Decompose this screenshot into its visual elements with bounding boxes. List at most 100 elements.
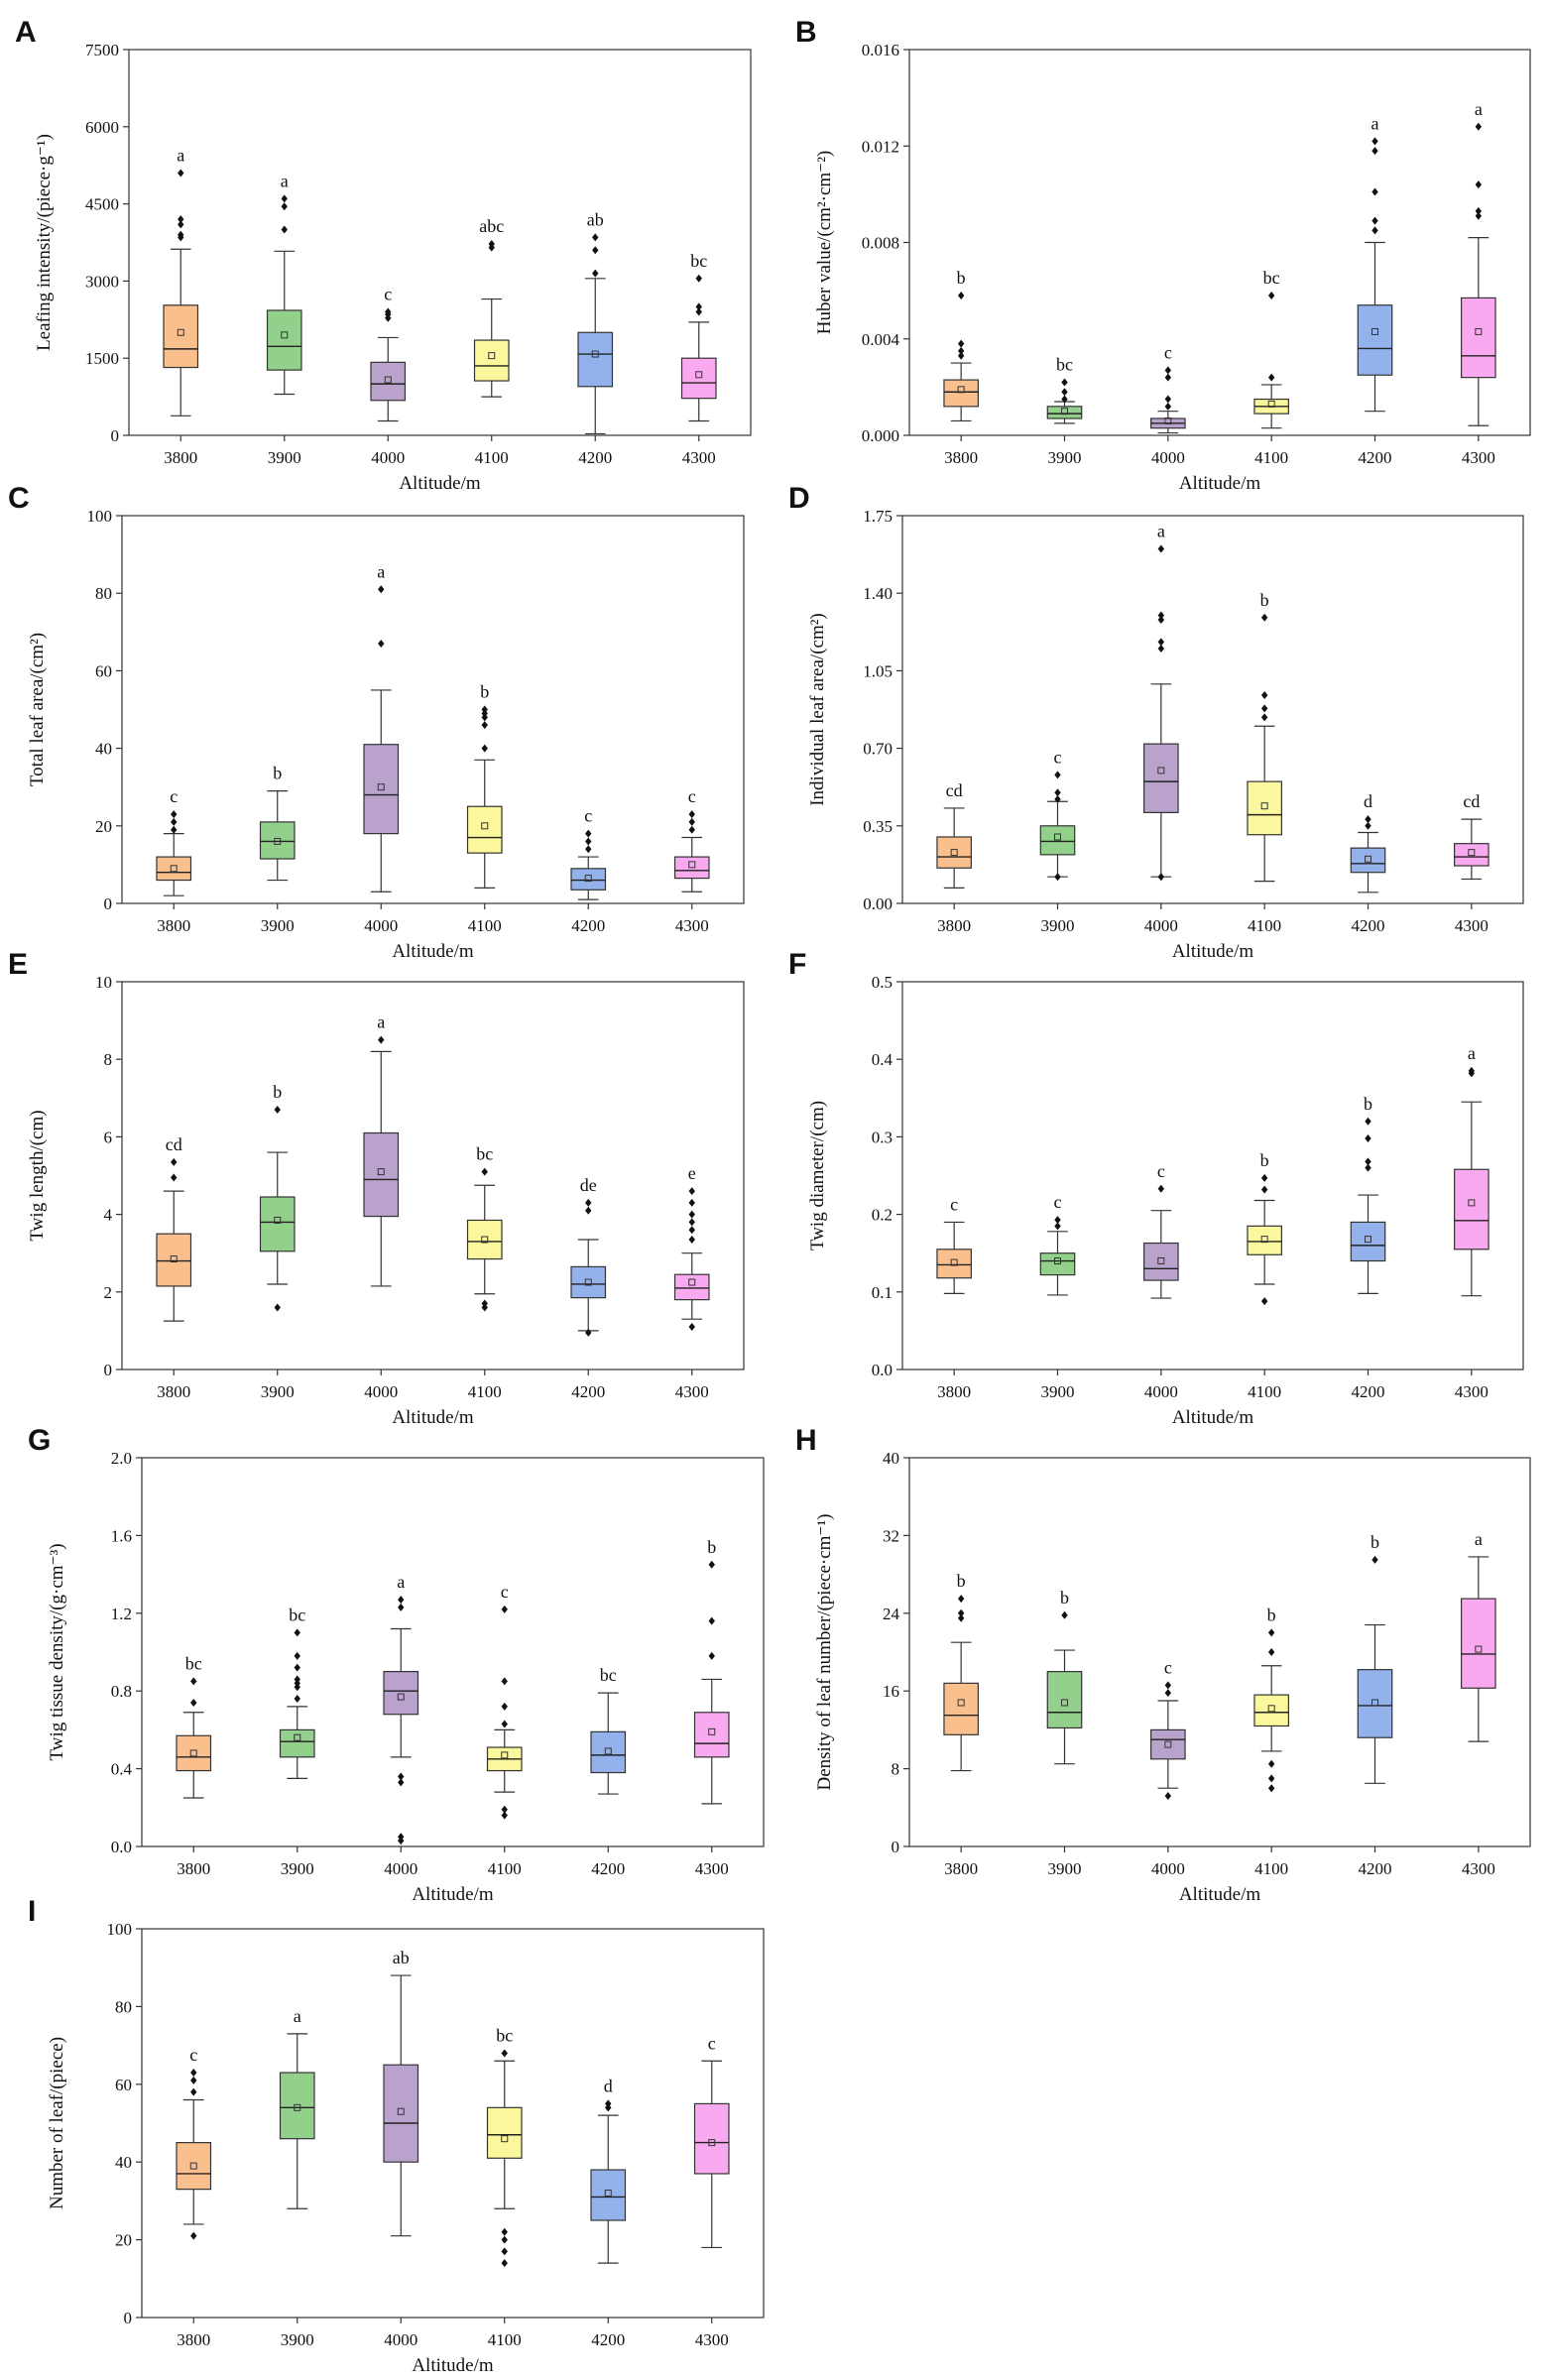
x-tick-label: 4000 bbox=[1144, 916, 1178, 935]
y-tick-label: 0.35 bbox=[863, 817, 893, 836]
x-tick-label: 3800 bbox=[937, 916, 971, 935]
box-3800: c bbox=[156, 786, 192, 896]
significance-label: cd bbox=[946, 780, 963, 800]
mean-marker bbox=[1365, 1236, 1371, 1244]
significance-label: a bbox=[1475, 99, 1483, 119]
significance-label: ab bbox=[587, 209, 604, 229]
box-4100: b bbox=[466, 682, 503, 889]
x-tick-label: 4000 bbox=[364, 916, 398, 935]
outlier-point bbox=[385, 307, 392, 316]
significance-label: b bbox=[1260, 590, 1269, 610]
mean-marker bbox=[688, 861, 696, 869]
outlier-point bbox=[1267, 291, 1275, 299]
plot-frame bbox=[908, 1457, 1531, 1847]
x-tick-label: 4200 bbox=[1352, 916, 1385, 935]
box-3900: bc bbox=[1046, 355, 1083, 424]
outlier-point bbox=[501, 1677, 508, 1686]
panel-letter: G bbox=[28, 1424, 51, 1457]
outlier-point bbox=[501, 2227, 508, 2236]
outlier-point bbox=[501, 2235, 508, 2244]
x-tick-label: 3900 bbox=[281, 2330, 314, 2349]
outlier-point bbox=[481, 744, 488, 753]
iqr-box bbox=[1247, 1225, 1282, 1255]
plot-frame bbox=[901, 515, 1524, 904]
mean-marker bbox=[1061, 408, 1068, 416]
mean-marker bbox=[1260, 802, 1268, 810]
significance-label: b bbox=[1364, 1094, 1372, 1114]
significance-label: bc bbox=[496, 2025, 513, 2045]
y-tick-label: 1.40 bbox=[863, 584, 893, 603]
outlier-point bbox=[294, 1628, 300, 1637]
x-tick-label: 3900 bbox=[261, 916, 295, 935]
significance-label: c bbox=[688, 786, 696, 806]
outlier-point bbox=[501, 2049, 508, 2058]
outlier-point bbox=[481, 1167, 488, 1176]
iqr-box bbox=[590, 1730, 627, 1774]
mean-marker bbox=[1475, 327, 1483, 335]
x-tick-label: 3800 bbox=[177, 2330, 210, 2349]
y-tick-label: 40 bbox=[115, 2153, 132, 2172]
mean-marker bbox=[177, 328, 184, 336]
significance-label: a bbox=[397, 1572, 405, 1592]
outlier-point bbox=[688, 1322, 695, 1331]
outlier-point bbox=[274, 1303, 281, 1312]
outlier-point bbox=[688, 1187, 695, 1196]
x-tick-label: 4300 bbox=[682, 448, 716, 467]
outlier-point bbox=[281, 194, 288, 203]
iqr-box bbox=[383, 2064, 419, 2163]
significance-label: c bbox=[584, 806, 592, 826]
outlier-point bbox=[1157, 544, 1165, 553]
y-tick-label: 0.5 bbox=[872, 973, 893, 992]
x-tick-label: 3900 bbox=[1048, 1859, 1082, 1878]
x-tick-label: 4000 bbox=[364, 1382, 398, 1401]
y-tick-label: 3000 bbox=[85, 272, 119, 291]
mean-marker bbox=[481, 1236, 489, 1244]
significance-label: c bbox=[1157, 1161, 1165, 1181]
iqr-box bbox=[156, 856, 192, 882]
significance-label: bc bbox=[690, 251, 707, 271]
iqr-box bbox=[1454, 1168, 1489, 1250]
y-tick-label: 0.4 bbox=[872, 1050, 894, 1069]
significance-label: abc bbox=[479, 216, 504, 236]
panel-h: H 0 8 16 24 32 40 3800 3900 4000 4100 4200 4300 Altit… bbox=[795, 1424, 1531, 1905]
outlier-point bbox=[585, 837, 592, 846]
x-tick-label: 4100 bbox=[488, 1859, 522, 1878]
x-tick-label: 4000 bbox=[384, 1859, 417, 1878]
outlier-point bbox=[1164, 373, 1172, 382]
outlier-point bbox=[1365, 815, 1371, 824]
y-tick-label: 0.1 bbox=[872, 1283, 893, 1302]
significance-label: c bbox=[501, 1582, 509, 1602]
significance-label: c bbox=[1164, 1657, 1172, 1677]
y-axis-title: Total leaf area/(cm²) bbox=[27, 633, 48, 786]
x-tick-label: 4100 bbox=[468, 1382, 502, 1401]
box-4200: de bbox=[570, 1175, 607, 1337]
iqr-box bbox=[570, 868, 607, 891]
significance-label: cd bbox=[1463, 791, 1480, 811]
box-4100: bc bbox=[466, 1144, 503, 1312]
significance-label: bc bbox=[1056, 355, 1073, 375]
significance-label: a bbox=[1157, 522, 1165, 541]
significance-label: b bbox=[273, 764, 282, 783]
outlier-point bbox=[957, 1595, 965, 1604]
x-tick-label: 3800 bbox=[944, 448, 978, 467]
y-tick-label: 24 bbox=[883, 1605, 900, 1623]
mean-marker bbox=[688, 1278, 696, 1286]
mean-marker bbox=[957, 1699, 965, 1707]
significance-label: bc bbox=[1263, 268, 1280, 288]
panel-letter: D bbox=[788, 482, 810, 515]
y-axis-title: Density of leaf number/(piece·cm⁻¹) bbox=[814, 1514, 835, 1791]
outlier-point bbox=[378, 585, 385, 594]
x-tick-label: 4200 bbox=[571, 1382, 605, 1401]
mean-marker bbox=[1267, 1705, 1275, 1713]
outlier-point bbox=[171, 825, 178, 834]
y-axis-title: Twig diameter/(cm) bbox=[807, 1101, 828, 1250]
significance-label: a bbox=[377, 561, 385, 581]
panel-letter: C bbox=[8, 482, 30, 515]
significance-label: c bbox=[950, 1194, 958, 1214]
x-tick-label: 4200 bbox=[578, 448, 612, 467]
x-tick-label: 4100 bbox=[1254, 448, 1288, 467]
outlier-point bbox=[1054, 788, 1061, 797]
y-tick-label: 0.00 bbox=[863, 894, 893, 913]
mean-marker bbox=[1054, 1257, 1061, 1265]
plot-frame bbox=[121, 515, 745, 904]
